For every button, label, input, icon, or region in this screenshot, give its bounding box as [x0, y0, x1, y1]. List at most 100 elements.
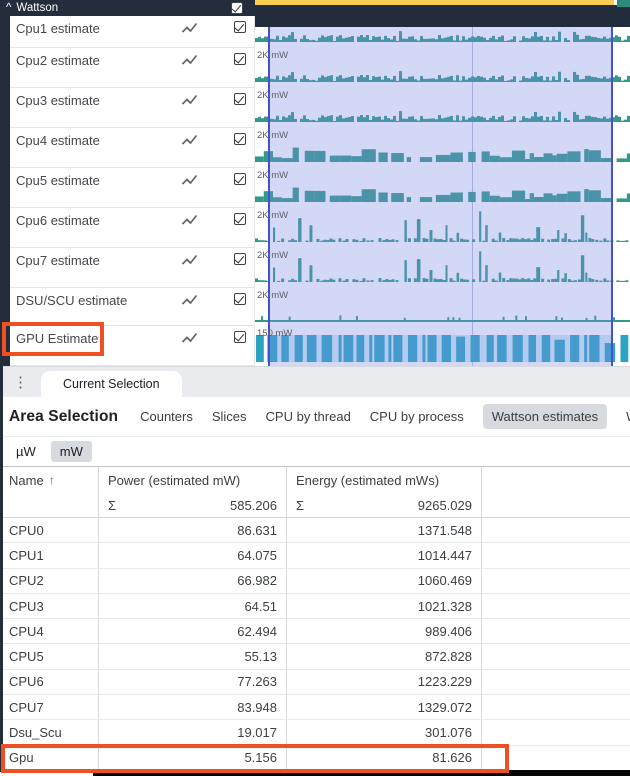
track-label: Cpu2 estimate: [16, 53, 181, 68]
table-row-cpu4[interactable]: CPU462.494989.406: [0, 619, 630, 644]
table-row-dsu_scu[interactable]: Dsu_Scu19.017301.076: [0, 720, 630, 745]
page-title: Area Selection: [9, 408, 118, 426]
track-checkbox[interactable]: [234, 133, 246, 145]
track-checkbox[interactable]: [234, 213, 246, 225]
table-row-cpu1[interactable]: CPU164.0751014.447: [0, 543, 630, 568]
cell-name: Dsu_Scu: [0, 720, 99, 744]
track-row-dsu-scu-estimate[interactable]: DSU/SCU estimate: [10, 288, 255, 326]
table-row-cpu3[interactable]: CPU364.511021.328: [0, 594, 630, 619]
track-label: Cpu4 estimate: [16, 133, 181, 148]
track-group-label: Wattson: [16, 2, 58, 14]
sigma-icon: Σ: [108, 498, 116, 513]
track-checkbox[interactable]: [234, 331, 246, 343]
sparkline-icon[interactable]: [181, 133, 198, 146]
area-tab-cpu-by-thread[interactable]: CPU by thread: [266, 409, 351, 424]
minimap-loaded-strip[interactable]: [255, 0, 614, 5]
sparkline-icon[interactable]: [181, 253, 198, 266]
track-label: Cpu6 estimate: [16, 213, 181, 228]
cell-power: 55.13: [99, 644, 287, 668]
group-checkbox[interactable]: [231, 2, 243, 14]
track-row-cpu5-estimate[interactable]: Cpu5 estimate: [10, 168, 255, 208]
table-row-cpu0[interactable]: CPU086.6311371.548: [0, 518, 630, 543]
track-label: Cpu7 estimate: [16, 253, 181, 268]
area-tab-counters[interactable]: Counters: [140, 409, 193, 424]
sparkline-icon[interactable]: [181, 331, 198, 344]
table-header-row: Name ↑ Power (estimated mW) Energy (esti…: [0, 467, 630, 493]
track-scale-label: 2K mW: [257, 290, 288, 301]
cell-energy: 1223.229: [287, 670, 482, 694]
cell-energy: 1021.328: [287, 594, 482, 618]
column-header-power[interactable]: Power (estimated mW): [99, 467, 287, 493]
cell-name: CPU2: [0, 569, 99, 593]
track-scale-label: 2K mW: [257, 170, 288, 181]
tab-current-selection[interactable]: Current Selection: [41, 371, 182, 397]
track-row-cpu6-estimate[interactable]: Cpu6 estimate: [10, 208, 255, 248]
area-selection-tabs: Counters Slices CPU by thread CPU by proces…: [140, 404, 630, 429]
time-ruler[interactable]: [255, 5, 630, 27]
cell-empty: [482, 569, 630, 593]
cell-energy: 1060.469: [287, 569, 482, 593]
track-checkbox[interactable]: [234, 53, 246, 65]
track-row-cpu4-estimate[interactable]: Cpu4 estimate: [10, 128, 255, 168]
track-label: Cpu1 estimate: [16, 21, 181, 36]
timeline-canvas[interactable]: 2K mW2K mW2K mW2K mW2K mW2K mW2K mW2K mW…: [255, 0, 630, 366]
track-scale-label: 2K mW: [257, 90, 288, 101]
track-checkbox[interactable]: [234, 21, 246, 33]
track-row-cpu3-estimate[interactable]: Cpu3 estimate: [10, 88, 255, 128]
track-checkbox[interactable]: [234, 253, 246, 265]
unit-button-mw[interactable]: mW: [51, 441, 92, 462]
track-row-cpu2-estimate[interactable]: Cpu2 estimate: [10, 48, 255, 88]
track-checkbox[interactable]: [234, 93, 246, 105]
sparkline-icon[interactable]: [181, 293, 198, 306]
cell-power: 5.156: [99, 746, 287, 770]
cell-energy: 1329.072: [287, 695, 482, 719]
cell-power: 77.263: [99, 670, 287, 694]
sparkline-icon[interactable]: [181, 21, 198, 34]
track-label: DSU/SCU estimate: [16, 293, 181, 308]
window-bottom-edge: [93, 770, 630, 776]
cell-name: CPU3: [0, 594, 99, 618]
column-header-energy[interactable]: Energy (estimated mWs): [287, 467, 482, 493]
track-group-wattson[interactable]: ^ Wattson: [0, 0, 255, 16]
table-row-gpu[interactable]: Gpu5.15681.626: [0, 746, 630, 771]
track-scale-label: 2K mW: [257, 50, 288, 61]
sparkline-icon[interactable]: [181, 173, 198, 186]
cell-empty: [482, 720, 630, 744]
cell-empty: [482, 619, 630, 643]
cell-empty: [482, 670, 630, 694]
track-scale-label: 2K mW: [257, 210, 288, 221]
track-scale-label: 2K mW: [257, 130, 288, 141]
timeline-section[interactable]: ^ Wattson Cpu1 estimate Cpu2 estimate Cpu3…: [0, 0, 630, 366]
sparkline-icon[interactable]: [181, 53, 198, 66]
collapse-chevron-icon[interactable]: ^: [6, 2, 11, 14]
column-header-name[interactable]: Name ↑: [0, 467, 99, 493]
sparkline-icon[interactable]: [181, 213, 198, 226]
table-row-cpu2[interactable]: CPU266.9821060.469: [0, 569, 630, 594]
sparkline-icon[interactable]: [181, 93, 198, 106]
cell-energy: 989.406: [287, 619, 482, 643]
unit-button-µw[interactable]: µW: [10, 441, 42, 462]
table-row-cpu5[interactable]: CPU555.13872.828: [0, 644, 630, 669]
cell-energy: 1371.548: [287, 518, 482, 542]
area-tab-slices[interactable]: Slices: [212, 409, 247, 424]
table-row-cpu6[interactable]: CPU677.2631223.229: [0, 670, 630, 695]
area-tab-wattson-estimates[interactable]: Wattson estimates: [483, 404, 607, 429]
cell-name: CPU6: [0, 670, 99, 694]
cell-empty: [482, 746, 630, 770]
cell-name: CPU4: [0, 619, 99, 643]
cell-name: Gpu: [0, 746, 99, 770]
track-row-cpu7-estimate[interactable]: Cpu7 estimate: [10, 248, 255, 288]
cell-name: CPU0: [0, 518, 99, 542]
cell-energy: 301.076: [287, 720, 482, 744]
area-tab-wattson-by[interactable]: Wattson by: [626, 409, 630, 424]
track-row-gpu-estimate[interactable]: GPU Estimate: [10, 326, 255, 366]
table-row-cpu7[interactable]: CPU783.9481329.072: [0, 695, 630, 720]
track-row-cpu1-estimate[interactable]: Cpu1 estimate: [10, 16, 255, 48]
area-tab-cpu-by-process[interactable]: CPU by process: [370, 409, 464, 424]
kebab-menu-icon[interactable]: ⋮: [13, 375, 28, 390]
track-checkbox[interactable]: [234, 173, 246, 185]
track-checkbox[interactable]: [234, 293, 246, 305]
details-panel: ⋮ Current Selection Area Selection Count…: [0, 366, 630, 776]
table-sum-row: Σ 585.206 Σ 9265.029: [0, 493, 630, 518]
area-selection-overlay: [268, 27, 613, 366]
